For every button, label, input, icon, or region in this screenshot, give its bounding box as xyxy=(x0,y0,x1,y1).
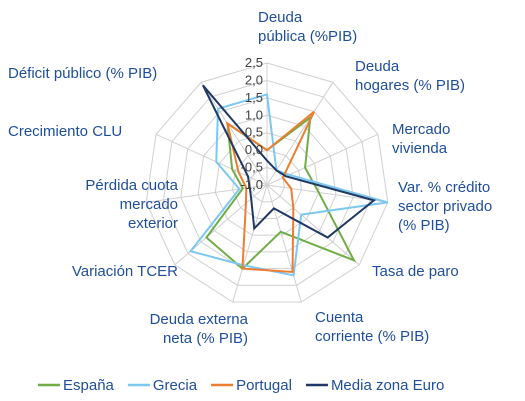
tick-label: 1,0 xyxy=(245,107,263,122)
grid-line xyxy=(197,114,337,253)
axis-label: Deuda externa neta (% PIB) xyxy=(149,311,248,347)
axis-label: Variación TCER xyxy=(71,263,178,280)
tick-label: 1,5 xyxy=(245,90,263,105)
grid-line xyxy=(162,79,372,286)
axis-label: Var. % crédito sector privado (% PIB) xyxy=(398,179,493,234)
spoke xyxy=(266,82,334,186)
spoke xyxy=(266,184,302,303)
spoke xyxy=(232,184,268,303)
axis-label: Tasa de paro xyxy=(372,263,459,280)
tick-label: 0,5 xyxy=(245,125,263,140)
spoke xyxy=(200,82,268,186)
grid-line xyxy=(249,167,285,203)
series-line xyxy=(202,84,377,239)
axis-label: Déficit público (% PIB) xyxy=(8,65,158,82)
tick-label: -1,0 xyxy=(241,177,263,192)
grid-line xyxy=(214,132,320,236)
tick-label: 0,0 xyxy=(245,142,263,157)
legend-label: Portugal xyxy=(236,377,292,394)
axis-label: Mercado vivienda xyxy=(392,121,451,157)
axis-label: Pérdida cuota mercado exterior xyxy=(85,177,178,232)
tick-label: -0,5 xyxy=(241,160,263,175)
series-line xyxy=(205,115,357,270)
grid-line xyxy=(180,97,354,270)
series-line xyxy=(225,110,316,274)
grid-line xyxy=(145,62,389,303)
tick-label: 2,0 xyxy=(245,72,263,87)
legend-label: Grecia xyxy=(153,377,198,394)
tick-label: 2,5 xyxy=(245,55,263,70)
spoke xyxy=(266,184,360,266)
axis-label: Crecimiento CLU xyxy=(8,123,123,140)
legend-label: España xyxy=(63,377,115,394)
axis-label: Deuda pública (%PIB) xyxy=(258,9,358,45)
axis-label: Deuda hogares (% PIB) xyxy=(355,58,466,94)
axis-label: Cuenta corriente (% PIB) xyxy=(315,309,430,345)
legend-label: Media zona Euro xyxy=(331,377,444,394)
